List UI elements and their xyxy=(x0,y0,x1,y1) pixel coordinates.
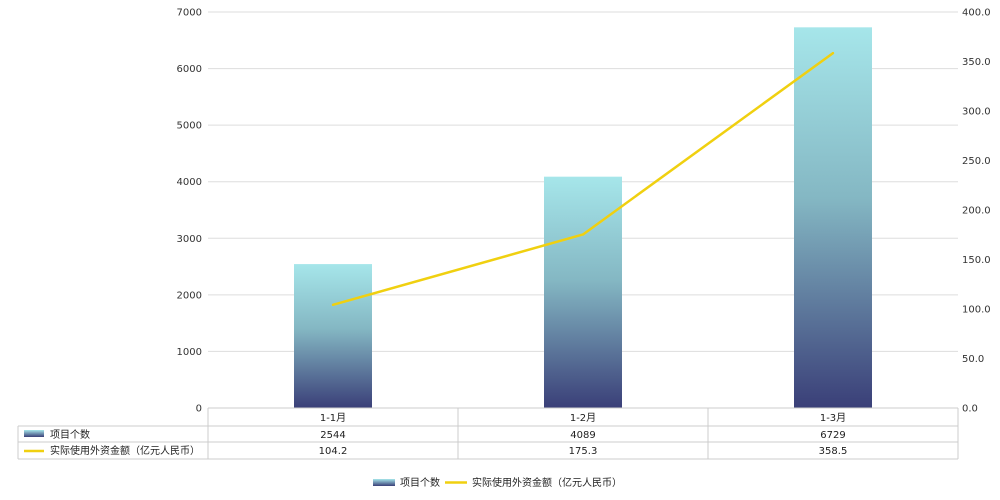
legend-item: 项目个数 xyxy=(400,476,440,489)
left-tick-label: 6000 xyxy=(177,64,202,75)
left-tick-label: 1000 xyxy=(177,347,202,358)
line-point xyxy=(831,51,835,55)
right-tick-label: 50.0 xyxy=(962,354,984,365)
bar xyxy=(794,27,872,408)
category-label: 1-2月 xyxy=(570,412,596,424)
left-tick-label: 0 xyxy=(196,404,202,415)
right-tick-label: 200.0 xyxy=(962,206,991,217)
right-tick-label: 250.0 xyxy=(962,156,991,167)
bar-value-label: 6729 xyxy=(820,430,845,441)
left-tick-label: 7000 xyxy=(177,8,202,19)
legend-item: 实际使用外资金额（亿元人民币） xyxy=(472,476,622,489)
right-tick-label: 100.0 xyxy=(962,305,991,316)
bar xyxy=(294,264,372,408)
right-tick-label: 350.0 xyxy=(962,57,991,68)
left-tick-label: 4000 xyxy=(177,177,202,188)
table-row-header: 实际使用外资金额（亿元人民币） xyxy=(50,444,200,457)
category-label: 1-3月 xyxy=(820,412,846,424)
bar xyxy=(544,176,622,408)
bar-value-label: 4089 xyxy=(570,430,595,441)
data-table: 1-1月 2544 104.2 1-2月 4089 175.3 1-3月 6729 358.5 项… xyxy=(17,407,959,460)
bar-value-label: 2544 xyxy=(320,430,345,441)
left-axis: 0 1000 2000 3000 4000 5000 6000 7000 xyxy=(177,8,202,415)
category-label: 1-1月 xyxy=(320,412,346,424)
line-series xyxy=(331,51,835,307)
line-value-label: 175.3 xyxy=(569,446,598,457)
bar-series xyxy=(294,27,872,408)
legend: 项目个数 实际使用外资金额（亿元人民币） xyxy=(373,476,622,489)
line-point xyxy=(331,303,335,307)
line-value-label: 358.5 xyxy=(819,446,848,457)
left-tick-label: 5000 xyxy=(177,121,202,132)
line-value-label: 104.2 xyxy=(319,446,348,457)
line-point xyxy=(581,233,585,236)
legend-bar-key xyxy=(373,479,395,486)
right-axis: 0.0 50.0 100.0 150.0 200.0 250.0 300.0 350.0 400… xyxy=(962,8,991,415)
right-tick-label: 400.0 xyxy=(962,8,991,19)
table-row-header: 项目个数 xyxy=(50,428,90,441)
right-tick-label: 300.0 xyxy=(962,107,991,118)
left-tick-label: 2000 xyxy=(177,290,202,301)
right-tick-label: 150.0 xyxy=(962,255,991,266)
left-tick-label: 3000 xyxy=(177,234,202,245)
table-bar-key xyxy=(24,430,44,437)
right-tick-label: 0.0 xyxy=(962,404,978,415)
